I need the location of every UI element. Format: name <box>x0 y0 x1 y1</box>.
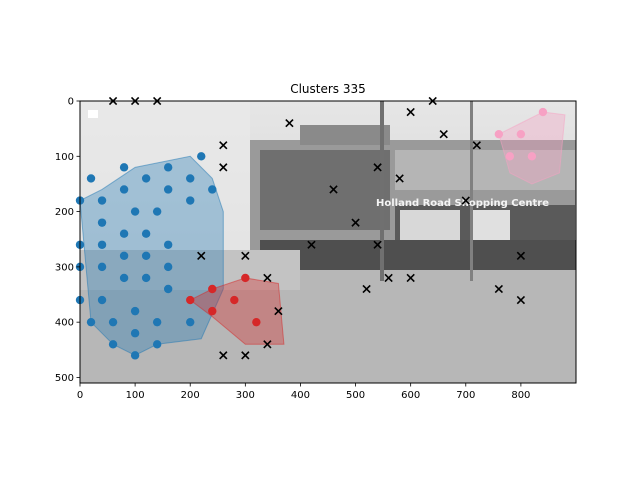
cluster-hull-3 <box>498 111 566 185</box>
cluster-1-point <box>197 152 206 161</box>
cluster-1-point <box>108 340 118 349</box>
x-tick-label: 0 <box>77 390 83 401</box>
cluster-1-point <box>152 317 162 327</box>
y-tick-label: 300 <box>55 262 74 273</box>
cluster-1-point <box>208 185 217 194</box>
noise-point-marker <box>472 141 481 150</box>
cluster-1-point <box>86 174 96 183</box>
x-tick-label: 300 <box>236 390 255 401</box>
cluster-1-point <box>119 251 129 261</box>
x-axis-ticks: 0 100 200 300 400 500 600 700 800 <box>77 383 530 401</box>
noise-point-marker <box>406 273 415 283</box>
noise-point-marker <box>241 351 250 360</box>
chart-title: Clusters 335 <box>290 82 366 96</box>
cluster-1-point <box>163 163 173 172</box>
cluster-2-point <box>252 317 261 327</box>
cluster-1-point <box>86 317 96 327</box>
noise-point-marker <box>285 118 294 128</box>
noise-point-marker <box>395 174 404 183</box>
cluster-3-point <box>527 152 537 161</box>
x-tick-label: 800 <box>511 390 530 401</box>
cluster-1-point <box>186 174 195 183</box>
noise-point-marker <box>494 284 504 294</box>
cluster-1-point <box>186 196 195 205</box>
cluster-1-point <box>130 351 140 360</box>
noise-point-marker <box>351 218 360 227</box>
cluster-2-point <box>230 295 239 305</box>
noise-point-marker <box>307 240 316 249</box>
plot-frame <box>79 100 577 384</box>
noise-point-marker <box>384 273 393 283</box>
cluster-3-point <box>494 129 504 139</box>
cluster-2-point <box>241 273 250 283</box>
noise-point-marker <box>329 185 338 194</box>
background-photo: Holland Road Shopping Centre <box>80 101 576 383</box>
noise-point-marker <box>263 273 272 283</box>
cluster-1-point <box>119 229 129 238</box>
cluster-1-point <box>97 262 107 272</box>
cluster-3-point <box>516 129 526 139</box>
noise-point-marker <box>219 351 228 360</box>
x-tick-label: 400 <box>291 390 310 401</box>
noise-point-marker <box>373 163 382 172</box>
cluster-1-point <box>130 306 140 316</box>
cluster-1-point <box>141 273 151 283</box>
cluster-1-point <box>163 240 173 249</box>
cluster-1-point <box>130 207 140 216</box>
cluster-1-point <box>163 284 173 294</box>
x-tick-label: 600 <box>401 390 420 401</box>
noise-point-marker <box>263 340 272 349</box>
cluster-1-point <box>141 174 151 183</box>
noise-point-marker <box>516 251 526 260</box>
noise-point-marker <box>439 130 448 139</box>
y-tick-label: 200 <box>55 207 74 218</box>
cluster-1-point <box>108 317 118 327</box>
x-tick-label: 200 <box>181 390 200 401</box>
cluster-1-point <box>152 207 162 216</box>
noise-point-marker <box>241 251 250 260</box>
noise-point-marker <box>197 251 206 260</box>
cluster-1-point <box>119 163 129 172</box>
y-tick-label: 500 <box>55 373 74 384</box>
noise-point-marker <box>516 295 526 305</box>
noise-point-marker <box>373 240 382 249</box>
cluster-3-point <box>505 152 515 161</box>
cluster-1-point <box>97 240 107 249</box>
noise-point-marker <box>406 107 415 117</box>
cluster-1-point <box>163 262 173 272</box>
y-tick-label: 400 <box>55 318 74 329</box>
cluster-1-point <box>141 229 151 238</box>
x-tick-label: 500 <box>346 390 365 401</box>
noise-point-marker <box>461 196 470 205</box>
cluster-1-point <box>97 218 107 227</box>
cluster-1-point <box>97 196 107 205</box>
y-tick-label: 0 <box>68 97 74 108</box>
x-tick-label: 700 <box>456 390 475 401</box>
cluster-points <box>75 107 548 360</box>
cluster-2-point <box>208 284 217 294</box>
noise-point-marker <box>219 141 228 150</box>
cluster-1-point <box>130 329 140 338</box>
cluster-1-point <box>186 317 195 327</box>
y-axis-ticks: 0 100 200 300 400 500 <box>55 97 80 384</box>
noise-point-marker <box>219 163 228 172</box>
cluster-1-point <box>141 251 151 261</box>
noise-point-marker <box>274 306 283 316</box>
x-tick-label: 100 <box>126 390 145 401</box>
cluster-1-point <box>163 185 173 194</box>
cluster-2-point <box>186 295 195 305</box>
cluster-1-point <box>152 340 162 349</box>
cluster-3-point <box>538 107 548 117</box>
y-tick-label: 100 <box>55 152 74 163</box>
cluster-2-point <box>208 306 217 316</box>
cluster-1-point <box>119 185 129 194</box>
noise-point-marker <box>362 284 371 294</box>
cluster-1-point <box>97 295 107 305</box>
cluster-1-point <box>119 273 129 283</box>
